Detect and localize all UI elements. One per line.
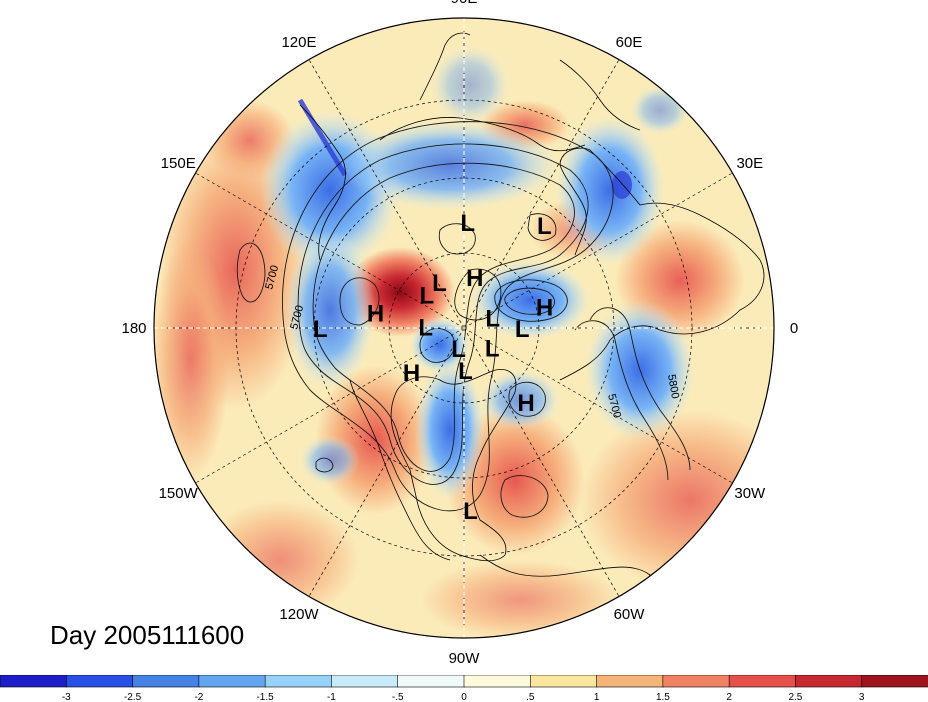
- colorbar-box: [596, 675, 664, 688]
- contour-labels: 5700 5700 5700 5800: [263, 264, 681, 419]
- longitude-labels: 90E 60E 30E 0 30W 60W 90W 120W 150W 180 150E 120E: [121, 0, 798, 667]
- colorbar-tick-label: -2: [194, 692, 203, 702]
- meridian-line: [308, 327, 465, 597]
- colorbar-box: [529, 675, 598, 688]
- longitude-label: 90W: [449, 650, 481, 667]
- colorbar-tick-label: 2: [726, 692, 732, 702]
- longitude-label: 120W: [279, 606, 319, 623]
- longitude-label: 150E: [161, 155, 196, 172]
- high-pressure-marker: H: [367, 300, 384, 327]
- meridian-line: [308, 59, 465, 329]
- meridian-line: [463, 327, 620, 597]
- low-pressure-marker: L: [451, 336, 466, 363]
- meridian-line: [195, 327, 465, 484]
- colorbar-box: [728, 675, 797, 688]
- longitude-label: 150W: [159, 485, 199, 502]
- colorbar-box: [198, 675, 266, 688]
- colorbar-tick-label: 2.5: [788, 692, 802, 702]
- colorbar-box: [0, 675, 68, 688]
- high-pressure-marker: H: [403, 360, 420, 387]
- day-title: Day 2005111600: [50, 620, 245, 650]
- longitude-label: 120E: [281, 34, 316, 51]
- low-pressure-marker: L: [515, 316, 530, 343]
- map-border: [153, 17, 775, 639]
- colorbar-tick-label: .5: [526, 692, 535, 702]
- low-pressure-marker: L: [419, 283, 434, 310]
- colorbar-tick-label: -2.5: [124, 692, 142, 702]
- low-pressure-marker: L: [313, 316, 328, 343]
- polar-map: 90E 60E 30E 0 30W 60W 90W 120W 150W 180 150E 120E L…: [121, 0, 798, 667]
- longitude-label: 60E: [616, 34, 643, 51]
- colorbar-box: [861, 675, 928, 688]
- colorbar-box: [331, 675, 399, 688]
- colorbar-tick-label: -1.5: [256, 692, 274, 702]
- colorbar-box: [264, 675, 333, 688]
- longitude-label: 30W: [734, 485, 766, 502]
- colorbar-box: [463, 675, 532, 688]
- low-pressure-marker: L: [418, 315, 433, 342]
- low-pressure-marker: L: [485, 306, 500, 333]
- colorbar-tick-label: 0: [461, 692, 467, 702]
- high-pressure-marker: H: [536, 294, 553, 321]
- colorbar-boxes: [0, 675, 928, 688]
- longitude-label: 30E: [736, 155, 763, 172]
- longitude-label: 180: [121, 320, 146, 337]
- contour-label: 5800: [665, 373, 681, 399]
- colorbar-box: [795, 675, 863, 688]
- meridian-line: [463, 59, 620, 329]
- longitude-label: 90E: [451, 0, 478, 7]
- colorbar-tick-label: 1.5: [656, 692, 670, 702]
- longitude-label: 0: [790, 320, 798, 337]
- colorbar-box: [132, 675, 200, 688]
- colorbar-box: [65, 675, 134, 688]
- low-pressure-marker: L: [432, 270, 447, 297]
- colorbar: -3 -2.5 -2 -1.5 -1 -.5 0 .5 1 1.5 2 2.5 3: [0, 675, 928, 702]
- meridian-line: [463, 172, 733, 329]
- low-pressure-marker: L: [485, 336, 500, 363]
- high-pressure-marker: H: [517, 390, 534, 417]
- longitude-label: 60W: [614, 606, 646, 623]
- low-pressure-marker: L: [463, 498, 478, 525]
- colorbar-tick-label: -.5: [392, 692, 404, 702]
- colorbar-box: [662, 675, 730, 688]
- colorbar-ticks: -3 -2.5 -2 -1.5 -1 -.5 0 .5 1 1.5 2 2.5 3: [62, 692, 865, 702]
- colorbar-box: [397, 675, 465, 688]
- meridian-line: [195, 172, 465, 329]
- low-pressure-marker: L: [537, 213, 552, 240]
- high-pressure-marker: H: [466, 265, 483, 292]
- low-pressure-marker: L: [460, 210, 475, 237]
- colorbar-tick-label: -3: [62, 692, 71, 702]
- colorbar-tick-label: 3: [859, 692, 865, 702]
- colorbar-tick-label: -1: [327, 692, 336, 702]
- coastlines: [299, 32, 765, 638]
- low-pressure-marker: L: [458, 358, 473, 385]
- meridian-line: [463, 327, 733, 484]
- height-contours: [236, 121, 691, 518]
- colorbar-tick-label: 1: [594, 692, 600, 702]
